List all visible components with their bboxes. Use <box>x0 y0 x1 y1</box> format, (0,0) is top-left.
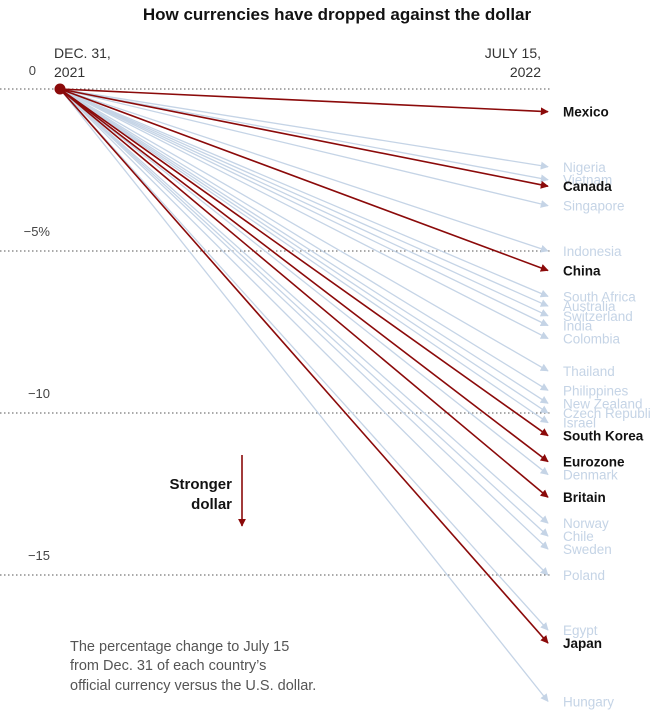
series-line-thailand <box>59 88 549 372</box>
series-line-colombia <box>59 88 549 340</box>
highlighted-series <box>59 88 549 644</box>
series-label-south-korea: South Korea <box>563 429 644 444</box>
series-line-switzerland <box>59 88 549 317</box>
series-label-indonesia: Indonesia <box>563 244 622 259</box>
series-line-chile <box>59 88 549 537</box>
y-tick-label-0: 0 <box>29 63 36 78</box>
series-line-canada <box>59 88 549 189</box>
end-date-label-line1: JULY 15, <box>485 45 541 61</box>
gridlines: 0 −5% −10 −15 <box>0 63 550 576</box>
series-line-norway <box>59 88 549 524</box>
muted-series <box>59 88 549 702</box>
series-label-denmark: Denmark <box>563 468 618 483</box>
series-label-norway: Norway <box>563 516 609 531</box>
series-line-hungary <box>59 88 549 702</box>
series-line-china <box>59 88 549 272</box>
series-label-australia: Australia <box>563 299 616 314</box>
series-label-japan: Japan <box>563 636 602 651</box>
origin-dot <box>54 83 66 95</box>
series-line-indonesia <box>59 88 549 253</box>
series-label-canada: Canada <box>563 179 612 194</box>
end-date-label-line2: 2022 <box>510 64 541 80</box>
chart-title: How currencies have dropped against the … <box>143 5 532 24</box>
stronger-dollar-label-line2: dollar <box>191 496 232 513</box>
note-line3: official currency versus the U.S. dollar… <box>70 678 316 694</box>
series-label-israel: Israel <box>563 416 596 431</box>
series-label-sweden: Sweden <box>563 542 612 557</box>
note-line2: from Dec. 31 of each country’s <box>70 658 266 674</box>
series-line-vietnam <box>59 88 549 183</box>
series-label-colombia: Colombia <box>563 331 621 346</box>
stronger-dollar-label-line1: Stronger <box>169 476 232 493</box>
series-line-poland <box>59 88 549 576</box>
series-line-new-zealand <box>59 88 549 404</box>
series-label-china: China <box>563 263 601 278</box>
start-date-label-line1: DEC. 31, <box>54 45 111 61</box>
y-tick-label-1: −5% <box>24 224 51 239</box>
series-line-nigeria <box>59 88 549 170</box>
series-label-egypt: Egypt <box>563 623 598 638</box>
series-label-singapore: Singapore <box>563 199 625 214</box>
series-line-mexico <box>59 88 549 116</box>
start-date-label-line2: 2021 <box>54 64 85 80</box>
series-label-poland: Poland <box>563 568 605 583</box>
series-label-britain: Britain <box>563 490 606 505</box>
y-tick-label-3: −15 <box>28 548 50 563</box>
series-line-philippines <box>59 88 549 391</box>
series-label-new-zealand: New Zealand <box>563 396 643 411</box>
note-line1: The percentage change to July 15 <box>70 639 289 655</box>
series-line-eurozone <box>59 88 549 463</box>
series-label-vietnam: Vietnam <box>563 173 612 188</box>
series-label-south-africa: South Africa <box>563 289 636 304</box>
series-line-denmark <box>59 88 549 476</box>
series-line-sweden <box>59 88 549 550</box>
series-line-britain <box>59 88 549 498</box>
series-label-mexico: Mexico <box>563 105 609 120</box>
series-label-nigeria: Nigeria <box>563 160 606 175</box>
series-label-chile: Chile <box>563 529 594 544</box>
series-label-hungary: Hungary <box>563 694 614 709</box>
series-line-czech-republic <box>59 88 549 414</box>
series-line-south-korea <box>59 88 549 437</box>
series-label-philippines: Philippines <box>563 383 629 398</box>
series-line-singapore <box>59 88 549 208</box>
series-label-thailand: Thailand <box>563 364 615 379</box>
series-line-egypt <box>59 88 549 631</box>
series-label-eurozone: Eurozone <box>563 455 625 470</box>
series-line-israel <box>59 88 549 424</box>
series-line-south-africa <box>59 88 549 298</box>
series-label-switzerland: Switzerland <box>563 309 633 324</box>
series-label-czech-republic: Czech Republic <box>563 406 650 421</box>
series-label-india: India <box>563 319 593 334</box>
series-line-australia <box>59 88 549 307</box>
series-line-india <box>59 88 549 327</box>
series-line-japan <box>59 88 549 644</box>
y-tick-label-2: −10 <box>28 386 50 401</box>
